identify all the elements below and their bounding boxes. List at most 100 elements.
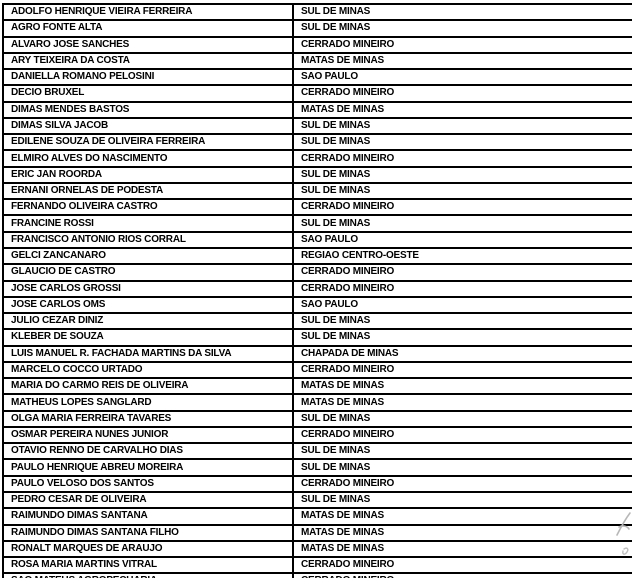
table-row: GELCI ZANCANARO REGIAO CENTRO-OESTE xyxy=(2,246,632,266)
producer-name-cell: ADOLFO HENRIQUE VIEIRA FERREIRA xyxy=(2,2,294,22)
region-cell: SUL DE MINAS xyxy=(292,214,632,233)
producer-name-cell: MARCELO COCCO URTADO xyxy=(2,360,294,380)
region-cell: CHAPADA DE MINAS xyxy=(292,344,632,363)
region-cell: CERRADO MINEIRO xyxy=(292,198,632,217)
region-cell: MATAS DE MINAS xyxy=(292,507,632,526)
region-cell: SUL DE MINAS xyxy=(292,328,632,347)
table-row: OSMAR PEREIRA NUNES JUNIOR CERRADO MINEIR… xyxy=(2,425,632,445)
producer-name-cell: GLAUCIO DE CASTRO xyxy=(2,263,294,282)
table-row: SAO MATEUS AGROPECUARIACERRADO MINEIRO xyxy=(2,572,632,578)
table-row: DECIO BRUXEL CERRADO MINEIRO xyxy=(2,84,632,103)
producer-name-cell: FRANCISCO ANTONIO RIOS CORRAL xyxy=(2,230,294,250)
producer-name-cell: DIMAS MENDES BASTOS xyxy=(2,100,294,119)
table-row: ERIC JAN ROORDA SUL DE MINAS xyxy=(2,165,632,184)
region-cell: SUL DE MINAS xyxy=(292,133,632,152)
table-row: OLGA MARIA FERREIRA TAVARES SUL DE MINAS xyxy=(2,409,632,428)
table-row: EDILENE SOUZA DE OLIVEIRA FERREIRA SUL DE… xyxy=(2,133,632,152)
producer-name-cell: ERIC JAN ROORDA xyxy=(2,165,294,184)
producer-name-cell: OTAVIO RENNO DE CARVALHO DIAS xyxy=(2,442,294,461)
producer-name-cell: GELCI ZANCANARO xyxy=(2,246,294,266)
table-row: GLAUCIO DE CASTRO CERRADO MINEIRO xyxy=(2,263,632,282)
table-row: ADOLFO HENRIQUE VIEIRA FERREIRA SUL DE MI… xyxy=(2,2,632,22)
region-cell: MATAS DE MINAS xyxy=(292,539,632,559)
region-cell: MATAS DE MINAS xyxy=(292,377,632,396)
region-cell: SUL DE MINAS xyxy=(292,490,632,510)
region-cell: SUL DE MINAS xyxy=(292,165,632,184)
producer-name-cell: OSMAR PEREIRA NUNES JUNIOR xyxy=(2,425,294,445)
region-cell: SUL DE MINAS xyxy=(292,19,632,38)
table-row: FRANCISCO ANTONIO RIOS CORRAL SAO PAULO xyxy=(2,230,632,250)
table-row: PEDRO CESAR DE OLIVEIRA SUL DE MINAS xyxy=(2,490,632,510)
table-row: ALVARO JOSE SANCHES CERRADO MINEIRO xyxy=(2,35,632,54)
region-cell: SUL DE MINAS xyxy=(292,116,632,136)
table-row: OTAVIO RENNO DE CARVALHO DIAS SUL DE MINA… xyxy=(2,442,632,461)
region-cell: CERRADO MINEIRO xyxy=(292,149,632,168)
table-row: RAIMUNDO DIMAS SANTANA MATAS DE MINAS xyxy=(2,507,632,526)
table-row: LUIS MANUEL R. FACHADA MARTINS DA SILVA C… xyxy=(2,344,632,363)
region-cell: CERRADO MINEIRO xyxy=(292,360,632,380)
table-row: DIMAS MENDES BASTOS MATAS DE MINAS xyxy=(2,100,632,119)
region-cell: MATAS DE MINAS xyxy=(292,51,632,71)
table-row: DANIELLA ROMANO PELOSINI SAO PAULO xyxy=(2,68,632,87)
producer-name-cell: LUIS MANUEL R. FACHADA MARTINS DA SILVA xyxy=(2,344,294,363)
producer-name-cell: ARY TEIXEIRA DA COSTA xyxy=(2,51,294,71)
producer-name-cell: RONALT MARQUES DE ARAUJO xyxy=(2,539,294,559)
producer-name-cell: DANIELLA ROMANO PELOSINI xyxy=(2,68,294,87)
table-row: ELMIRO ALVES DO NASCIMENTO CERRADO MINEIR… xyxy=(2,149,632,168)
table-row: ROSA MARIA MARTINS VITRAL CERRADO MINEIRO xyxy=(2,556,632,575)
producer-name-cell: DIMAS SILVA JACOB xyxy=(2,116,294,136)
region-cell: CERRADO MINEIRO xyxy=(292,474,632,493)
producer-name-cell: KLEBER DE SOUZA xyxy=(2,328,294,347)
producer-name-cell: OLGA MARIA FERREIRA TAVARES xyxy=(2,409,294,428)
table-row: AGRO FONTE ALTA SUL DE MINAS xyxy=(2,19,632,38)
producer-name-cell: JOSE CARLOS OMS xyxy=(2,295,294,315)
table-row: JOSE CARLOS GROSSI CERRADO MINEIRO xyxy=(2,279,632,298)
table-row: DIMAS SILVA JACOB SUL DE MINAS xyxy=(2,116,632,136)
region-cell: CERRADO MINEIRO xyxy=(292,35,632,54)
producer-name-cell: JULIO CEZAR DINIZ xyxy=(2,312,294,331)
producer-name-cell: MARIA DO CARMO REIS DE OLIVEIRA xyxy=(2,377,294,396)
producer-name-cell: ROSA MARIA MARTINS VITRAL xyxy=(2,556,294,575)
table-row: MARIA DO CARMO REIS DE OLIVEIRA MATAS DE … xyxy=(2,377,632,396)
region-cell: MATAS DE MINAS xyxy=(292,523,632,542)
region-cell: SAO PAULO xyxy=(292,295,632,315)
table-row: FERNANDO OLIVEIRA CASTRO CERRADO MINEIRO xyxy=(2,198,632,217)
producer-name-cell: ERNANI ORNELAS DE PODESTA xyxy=(2,181,294,201)
region-cell: REGIAO CENTRO-OESTE xyxy=(292,246,632,266)
producer-name-cell: PAULO VELOSO DOS SANTOS xyxy=(2,474,294,493)
region-cell: MATAS DE MINAS xyxy=(292,393,632,412)
region-cell: CERRADO MINEIRO xyxy=(292,556,632,575)
producer-name-cell: AGRO FONTE ALTA xyxy=(2,19,294,38)
region-cell: SUL DE MINAS xyxy=(292,2,632,22)
region-cell: SAO PAULO xyxy=(292,230,632,250)
region-cell: SUL DE MINAS xyxy=(292,442,632,461)
region-cell: SUL DE MINAS xyxy=(292,409,632,428)
table-row: PAULO HENRIQUE ABREU MOREIRA SUL DE MINAS xyxy=(2,458,632,477)
region-cell: SUL DE MINAS xyxy=(292,312,632,331)
table-row: MATHEUS LOPES SANGLARD MATAS DE MINAS xyxy=(2,393,632,412)
region-cell: CERRADO MINEIRO xyxy=(292,84,632,103)
producer-name-cell: MATHEUS LOPES SANGLARD xyxy=(2,393,294,412)
region-cell: SUL DE MINAS xyxy=(292,458,632,477)
table-row: KLEBER DE SOUZA SUL DE MINAS xyxy=(2,328,632,347)
table-row: MARCELO COCCO URTADO CERRADO MINEIRO xyxy=(2,360,632,380)
table-row: RAIMUNDO DIMAS SANTANA FILHO MATAS DE MIN… xyxy=(2,523,632,542)
producer-name-cell: SAO MATEUS AGROPECUARIA xyxy=(2,572,294,578)
region-cell: CERRADO MINEIRO xyxy=(292,572,632,578)
producer-name-cell: JOSE CARLOS GROSSI xyxy=(2,279,294,298)
region-cell: SAO PAULO xyxy=(292,68,632,87)
table-row: PAULO VELOSO DOS SANTOS CERRADO MINEIRO xyxy=(2,474,632,493)
region-cell: CERRADO MINEIRO xyxy=(292,279,632,298)
producer-name-cell: PAULO HENRIQUE ABREU MOREIRA xyxy=(2,458,294,477)
producer-name-cell: ALVARO JOSE SANCHES xyxy=(2,35,294,54)
table-row: ERNANI ORNELAS DE PODESTA SUL DE MINAS xyxy=(2,181,632,201)
producer-name-cell: EDILENE SOUZA DE OLIVEIRA FERREIRA xyxy=(2,133,294,152)
producer-name-cell: ELMIRO ALVES DO NASCIMENTO xyxy=(2,149,294,168)
region-cell: CERRADO MINEIRO xyxy=(292,263,632,282)
producer-name-cell: FRANCINE ROSSI xyxy=(2,214,294,233)
producer-name-cell: DECIO BRUXEL xyxy=(2,84,294,103)
producer-name-cell: RAIMUNDO DIMAS SANTANA FILHO xyxy=(2,523,294,542)
